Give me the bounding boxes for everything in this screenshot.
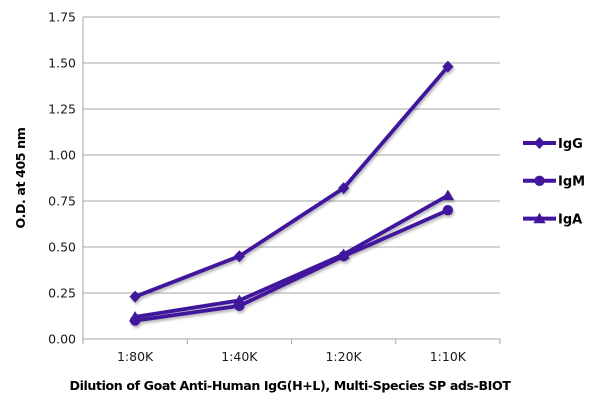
legend-item-IgM: IgM	[523, 175, 585, 190]
y-tick-label: 0.25	[48, 286, 76, 301]
legend-circle-icon	[534, 175, 545, 186]
y-tick-label: 0.75	[48, 194, 76, 209]
series-IgA	[128, 189, 455, 322]
data-point-IgM	[442, 205, 454, 216]
data-point-IgG	[442, 60, 454, 73]
gridlines	[83, 16, 500, 340]
axes	[82, 17, 501, 344]
x-tick-label: 1:40K	[221, 349, 258, 364]
x-tick-label: 1:20K	[325, 349, 362, 364]
legend-item-IgA: IgA	[523, 212, 582, 227]
series-IgG	[129, 60, 454, 303]
data-point-IgG	[233, 250, 245, 263]
y-tick-label: 1.75	[48, 10, 76, 25]
y-tick-label: 1.00	[48, 148, 76, 163]
data-point-IgG	[129, 290, 141, 303]
legend-item-IgG: IgG	[523, 137, 583, 152]
y-axis-title: O.D. at 405 nm	[13, 127, 28, 228]
legend: IgG IgM IgA	[523, 137, 585, 227]
legend-label: IgA	[558, 212, 582, 227]
legend-triangle-icon	[533, 212, 546, 224]
legend-label: IgM	[558, 175, 585, 190]
series-IgM	[129, 205, 454, 326]
x-tick-label: 1:10K	[430, 349, 467, 364]
y-tick-label: 1.50	[48, 56, 76, 71]
axis-tick-labels: 0.00 0.25 0.50 0.75 1.00 1.25 1.50 1.75 1:80K 1:4…	[48, 10, 467, 365]
series-line-IgM	[133, 208, 450, 323]
y-tick-label: 0.50	[48, 240, 76, 255]
data-point-IgA	[128, 311, 142, 322]
x-tick-label: 1:80K	[117, 349, 154, 364]
series-line-IgA	[133, 193, 450, 319]
data-point-IgG	[338, 182, 350, 195]
data-point-IgA	[441, 189, 455, 201]
data-point-IgA	[337, 248, 350, 259]
y-tick-label: 1.25	[48, 102, 76, 117]
data-point-IgA	[233, 294, 246, 305]
series-line-IgG	[133, 64, 450, 299]
y-tick-label: 0.00	[48, 332, 76, 347]
legend-label: IgG	[558, 137, 583, 152]
data-series	[128, 60, 455, 326]
legend-diamond-icon	[533, 137, 546, 149]
x-axis-title: Dilution of Goat Anti-Human IgG(H+L), Mu…	[70, 378, 512, 393]
